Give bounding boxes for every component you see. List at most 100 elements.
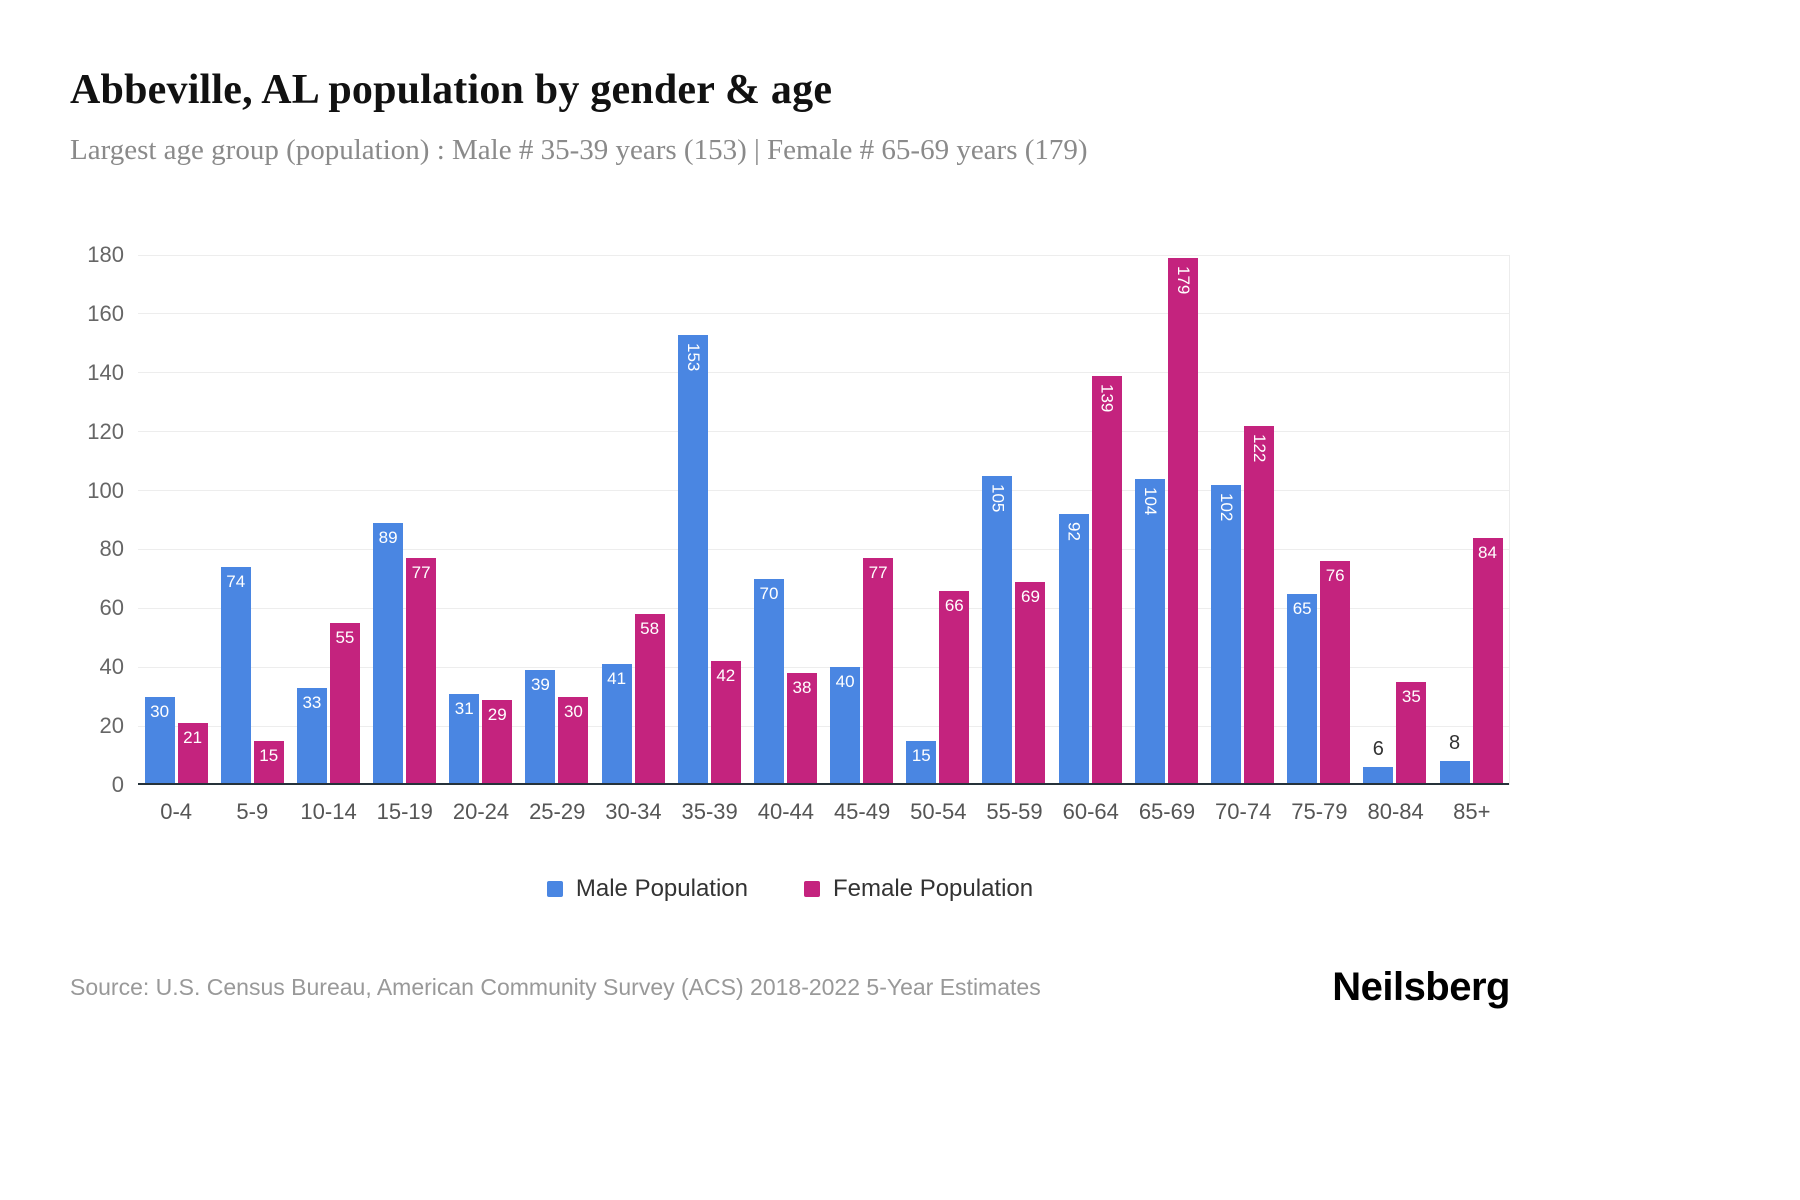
gridline bbox=[138, 607, 1509, 609]
bar-value-label: 122 bbox=[1249, 433, 1269, 463]
female-bar: 29 bbox=[482, 699, 513, 785]
bar-value-label: 179 bbox=[1173, 265, 1193, 295]
female-bar: 139 bbox=[1091, 375, 1122, 785]
female-bar: 35 bbox=[1396, 681, 1427, 785]
y-axis: 0 20 40 60 80 100 120 140 160 180 bbox=[70, 242, 138, 797]
legend-item-female[interactable]: Female Population bbox=[804, 875, 1033, 903]
bar-value-label: 33 bbox=[302, 692, 322, 712]
page-title: Abbeville, AL population by gender & age bbox=[70, 67, 833, 113]
y-tick-label: 140 bbox=[87, 359, 124, 385]
bar-value-label: 139 bbox=[1097, 383, 1117, 413]
female-bar: 77 bbox=[406, 558, 437, 785]
bar-value-label: 30 bbox=[150, 701, 170, 721]
bar-group: 31 29 bbox=[443, 255, 519, 785]
bar-value-label: 29 bbox=[487, 704, 507, 724]
bar-value-label: 77 bbox=[868, 563, 888, 583]
bar-value-label: 15 bbox=[259, 745, 279, 765]
bar-group: 65 76 bbox=[1281, 255, 1357, 785]
x-axis-label: 0-4 bbox=[160, 799, 192, 824]
bar-group: 89 77 bbox=[367, 255, 443, 785]
bar-group: 39 30 bbox=[519, 255, 595, 785]
footer: Source: U.S. Census Bureau, American Com… bbox=[70, 965, 1510, 1010]
x-axis-label: 5-9 bbox=[236, 799, 269, 824]
x-axis-label: 30-34 bbox=[605, 799, 662, 824]
x-axis-label: 20-24 bbox=[452, 799, 510, 824]
x-axis-line bbox=[138, 783, 1509, 785]
bar-group: 104 179 bbox=[1128, 255, 1204, 785]
male-bar: 40 bbox=[830, 667, 861, 785]
male-bar: 30 bbox=[144, 696, 175, 785]
bar-value-label: 104 bbox=[1140, 486, 1160, 516]
male-bar: 92 bbox=[1058, 514, 1089, 785]
legend-item-male[interactable]: Male Population bbox=[546, 875, 748, 903]
bar-group: 70 38 bbox=[747, 255, 823, 785]
bar-group: 153 42 bbox=[671, 255, 747, 785]
y-tick-label: 100 bbox=[87, 477, 124, 503]
x-axis-label: 65-69 bbox=[1138, 799, 1196, 824]
plot-area: 30 21 74 15 33 55 89 77 31 29 39 30 41 58 153 42 70 38 40 7… bbox=[138, 254, 1510, 785]
bar-value-label: 66 bbox=[944, 595, 964, 615]
male-bar: 104 bbox=[1134, 478, 1165, 785]
female-legend-swatch bbox=[804, 881, 820, 897]
bar-group: 102 122 bbox=[1204, 255, 1280, 785]
female-bar: 179 bbox=[1167, 257, 1198, 785]
bar-group: 8 84 bbox=[1433, 255, 1509, 785]
y-tick-label: 180 bbox=[87, 242, 124, 267]
bar-value-label: 70 bbox=[759, 583, 779, 603]
bar-value-label: 58 bbox=[640, 619, 660, 639]
bar-value-label: 8 bbox=[1448, 732, 1461, 755]
neilsberg-logo: Neilsberg bbox=[1332, 965, 1510, 1009]
male-bar: 153 bbox=[677, 334, 708, 785]
bar-value-label: 6 bbox=[1372, 738, 1384, 761]
legend: Male Population Female Population bbox=[70, 875, 1510, 903]
chart-subtitle: Largest age group (population) : Male # … bbox=[70, 134, 1088, 166]
x-axis-label: 70-74 bbox=[1215, 799, 1272, 824]
gridline bbox=[138, 431, 1509, 433]
male-legend-swatch bbox=[546, 881, 563, 897]
bar-value-label: 65 bbox=[1292, 598, 1312, 618]
female-bar: 58 bbox=[634, 614, 665, 785]
bar-value-label: 74 bbox=[226, 572, 246, 592]
x-axis-label: 75-79 bbox=[1291, 799, 1348, 824]
bar-value-label: 105 bbox=[988, 483, 1008, 513]
x-axis-label: 15-19 bbox=[376, 799, 433, 824]
female-bar: 15 bbox=[253, 740, 284, 785]
x-axis-label: 35-39 bbox=[681, 799, 738, 824]
female-bar: 55 bbox=[329, 623, 360, 785]
y-tick-label: 120 bbox=[87, 418, 124, 444]
male-bar: 8 bbox=[1439, 732, 1470, 785]
x-axis-label: 60-64 bbox=[1062, 799, 1119, 824]
bar-value-label: 40 bbox=[835, 672, 855, 692]
x-axis-labels: 0-4 5-9 10-14 15-19 20-24 25-29 30-34 35-39 40-4… bbox=[138, 799, 1510, 825]
x-axis-label: 85+ bbox=[1453, 799, 1491, 824]
x-axis-label: 50-54 bbox=[910, 799, 967, 824]
bar-value-label: 77 bbox=[411, 563, 431, 583]
bar-group: 15 66 bbox=[900, 255, 976, 785]
bar-value-label: 76 bbox=[1325, 566, 1345, 586]
male-bar: 89 bbox=[373, 522, 404, 785]
bar-value-label: 39 bbox=[530, 675, 550, 695]
female-bar: 21 bbox=[177, 723, 208, 785]
bar-value-label: 92 bbox=[1064, 522, 1084, 542]
bar-value-label: 69 bbox=[1021, 586, 1040, 606]
male-bar: 15 bbox=[906, 740, 937, 785]
y-tick-label: 80 bbox=[99, 536, 124, 562]
bar-value-label: 102 bbox=[1216, 492, 1236, 522]
bar-group: 30 21 bbox=[138, 255, 214, 785]
male-bar: 102 bbox=[1210, 484, 1241, 785]
y-tick-label: 160 bbox=[87, 300, 124, 326]
bar-value-label: 89 bbox=[378, 527, 398, 547]
bar-group: 41 58 bbox=[595, 255, 671, 785]
bar-value-label: 41 bbox=[607, 669, 627, 689]
bar-group: 40 77 bbox=[824, 255, 900, 785]
bar-value-label: 55 bbox=[335, 628, 355, 648]
x-axis-label: 45-49 bbox=[833, 799, 891, 824]
y-tick-label: 40 bbox=[99, 654, 124, 680]
chart-area: 0 20 40 60 80 100 120 140 160 180 30 21 74 15 33 55 89 7… bbox=[70, 242, 1510, 797]
bar-value-label: 15 bbox=[911, 745, 931, 765]
bar-groups: 30 21 74 15 33 55 89 77 31 29 39 30 41 58 153 42 70 38 40 7… bbox=[138, 255, 1509, 785]
x-axis-label: 10-14 bbox=[300, 799, 357, 824]
male-bar: 41 bbox=[601, 664, 632, 785]
bar-value-label: 153 bbox=[683, 342, 703, 371]
female-bar: 66 bbox=[939, 590, 970, 785]
